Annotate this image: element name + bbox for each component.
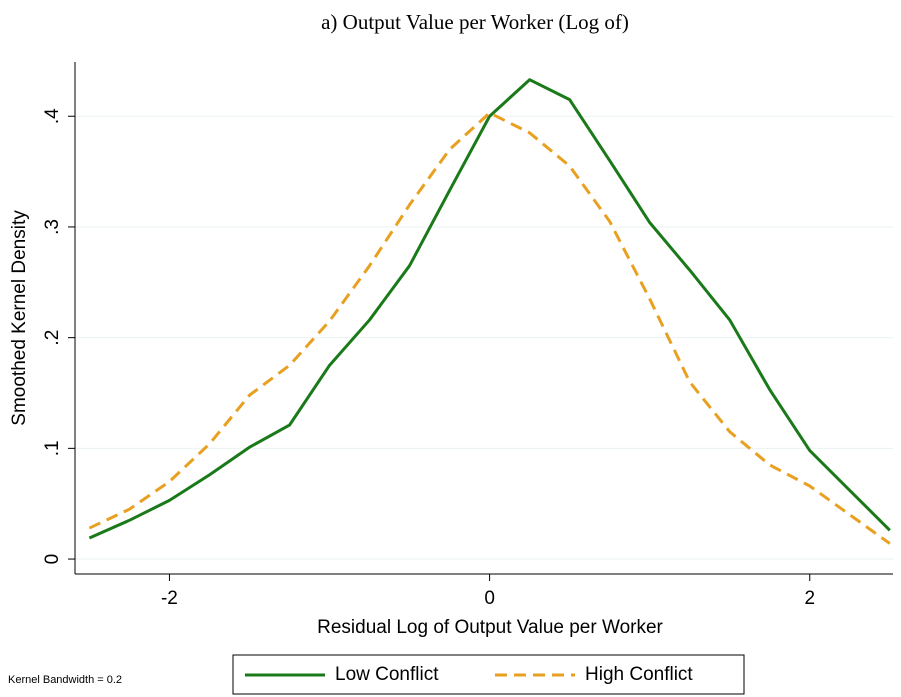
x-tick-label: 2: [804, 588, 815, 609]
y-tick-label: 0: [42, 554, 63, 565]
y-tick-label: .1: [42, 440, 63, 456]
y-axis-label: Smoothed Kernel Density: [9, 210, 30, 426]
x-tick-label: -2: [161, 588, 178, 609]
x-axis-label: Residual Log of Output Value per Worker: [317, 617, 663, 638]
legend-label: Low Conflict: [335, 664, 439, 685]
y-tick-label: .3: [42, 219, 63, 235]
series-line: [88, 78, 891, 540]
y-tick-label: .2: [42, 330, 63, 346]
x-tick-label: 0: [484, 588, 495, 609]
series-line: [88, 111, 891, 545]
note: Kernel Bandwidth = 0.2: [8, 674, 122, 686]
y-tick-label: .4: [42, 108, 63, 124]
legend-label: High Conflict: [585, 664, 693, 685]
chart-title: a) Output Value per Worker (Log of): [321, 10, 629, 34]
